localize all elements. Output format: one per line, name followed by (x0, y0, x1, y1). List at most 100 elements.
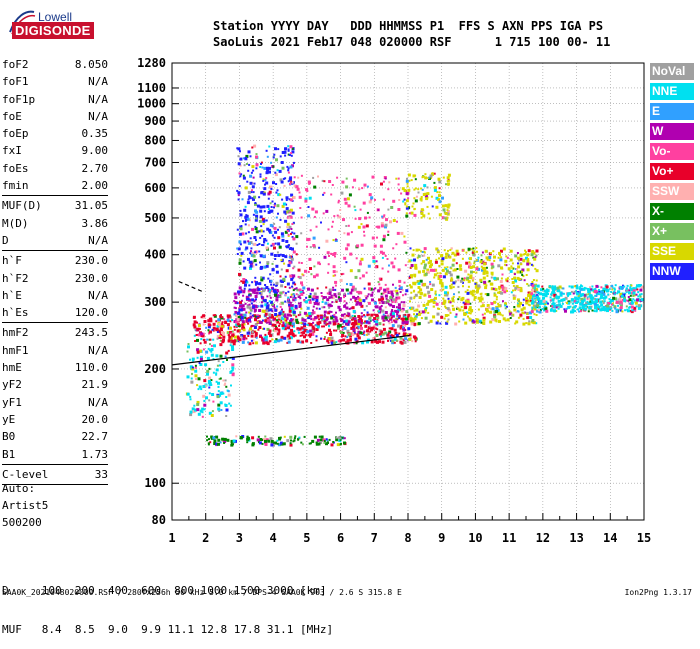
echo-point (405, 179, 409, 183)
echo-point (342, 272, 345, 275)
echo-point (575, 292, 578, 294)
echo-point (396, 220, 398, 223)
echo-point (213, 439, 217, 443)
echo-point (480, 280, 483, 283)
echo-point (367, 282, 371, 286)
echo-point (401, 321, 405, 325)
echo-point (406, 285, 409, 287)
echo-point (209, 338, 212, 341)
echo-point (322, 318, 325, 320)
echo-point (353, 317, 356, 320)
echo-point (536, 302, 539, 305)
echo-point (314, 316, 318, 320)
echo-point (330, 443, 334, 447)
echo-point (273, 254, 277, 257)
echo-point (311, 439, 315, 443)
echo-point (327, 311, 331, 315)
echo-point (498, 311, 501, 315)
echo-point (315, 324, 318, 327)
echo-point (435, 196, 439, 200)
echo-point (249, 266, 252, 270)
echo-point (512, 289, 514, 292)
echo-point (545, 309, 549, 313)
echo-point (250, 309, 253, 312)
echo-point (438, 200, 442, 204)
echo-point (225, 396, 228, 398)
echo-point (469, 302, 472, 305)
echo-point (265, 149, 268, 152)
echo-point (316, 321, 320, 325)
echo-point (433, 172, 436, 175)
echo-point (540, 302, 542, 305)
echo-point (198, 349, 202, 353)
echo-point (222, 379, 225, 382)
echo-point (617, 290, 621, 294)
echo-point (482, 271, 486, 275)
echo-point (462, 309, 465, 312)
echo-point (255, 167, 258, 170)
echo-point (462, 318, 465, 321)
echo-point (343, 313, 346, 316)
echo-point (427, 300, 431, 304)
echo-point (266, 155, 269, 158)
echo-point (372, 319, 375, 321)
echo-point (270, 206, 273, 208)
echo-point (386, 314, 389, 317)
echo-point (387, 230, 390, 233)
echo-point (504, 304, 507, 307)
echo-point (406, 182, 409, 185)
echo-point (386, 318, 389, 321)
echo-point (603, 308, 607, 312)
echo-point (630, 288, 634, 291)
echo-point (387, 270, 390, 273)
echo-point (424, 173, 427, 176)
echo-point (534, 301, 537, 304)
echo-point (411, 276, 414, 279)
echo-point (609, 306, 613, 310)
echo-point (346, 339, 350, 343)
echo-point (584, 303, 588, 307)
echo-point (435, 302, 439, 306)
echo-point (500, 249, 503, 253)
echo-point (626, 309, 630, 313)
tick-label-x: 14 (603, 531, 617, 545)
echo-point (289, 443, 293, 447)
echo-point (601, 307, 605, 311)
echo-point (612, 291, 616, 295)
echo-point (377, 289, 381, 293)
echo-point (372, 256, 376, 260)
echo-point (328, 288, 332, 292)
echo-point (347, 320, 351, 324)
echo-point (471, 279, 474, 282)
echo-point (337, 322, 340, 325)
echo-point (332, 274, 335, 277)
param-row: hmE 110.0 (2, 359, 108, 376)
echo-point (490, 262, 494, 266)
echo-point (262, 223, 265, 226)
echo-point (237, 293, 240, 296)
echo-point (539, 309, 542, 311)
echo-point (297, 302, 300, 305)
echo-point (407, 313, 411, 317)
echo-point (531, 320, 535, 324)
echo-point (216, 325, 220, 328)
echo-point (531, 308, 534, 311)
echo-point (189, 398, 192, 401)
echo-point (482, 318, 486, 322)
echo-point (260, 278, 264, 282)
echo-point (215, 373, 218, 376)
echo-point (612, 296, 616, 300)
echo-point (447, 308, 451, 312)
echo-point (395, 333, 399, 337)
echo-point (219, 332, 223, 336)
echo-point (428, 176, 431, 179)
echo-point (422, 175, 425, 178)
echo-point (248, 318, 251, 322)
echo-point (514, 279, 518, 283)
echo-point (578, 306, 582, 310)
echo-point (281, 308, 283, 311)
echo-point (390, 334, 393, 337)
echo-point (397, 177, 400, 180)
echo-point (267, 289, 270, 292)
echo-point (536, 304, 540, 308)
